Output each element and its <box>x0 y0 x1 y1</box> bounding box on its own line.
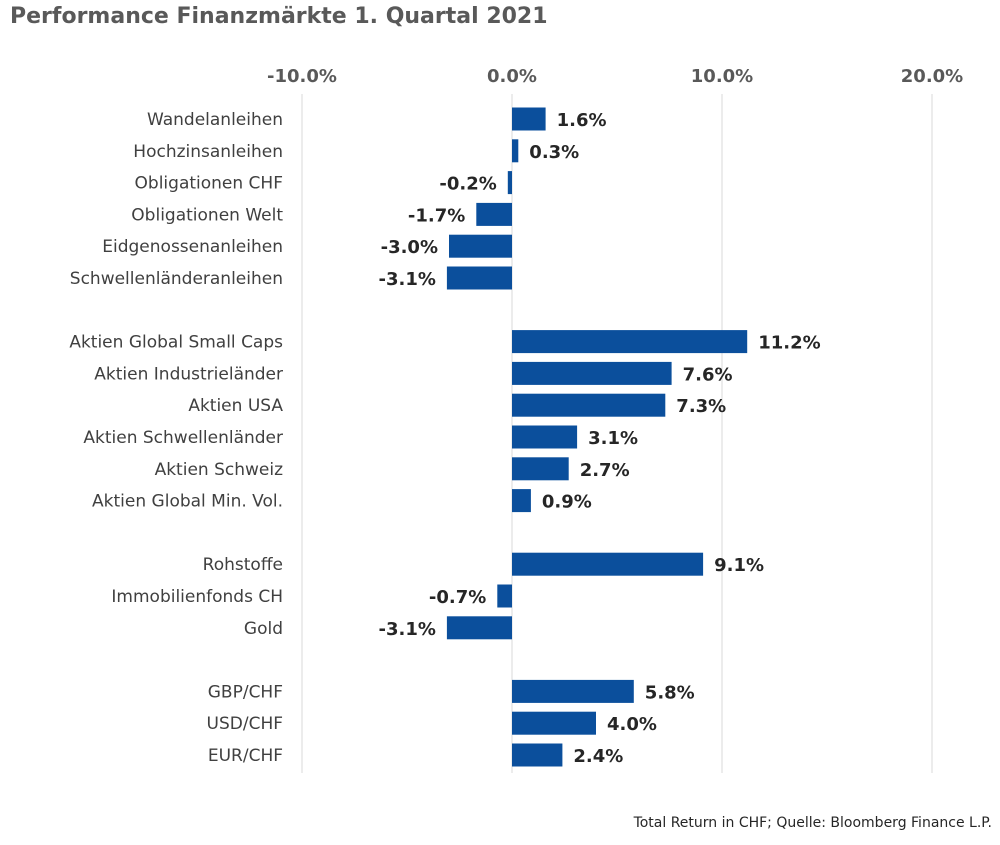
category-label: Aktien USA <box>188 396 283 416</box>
category-label: Schwellenländeranleihen <box>70 269 283 289</box>
bar <box>507 171 512 195</box>
data-label: 7.6% <box>683 364 733 385</box>
data-label: -3.0% <box>381 237 438 258</box>
bar <box>476 202 512 226</box>
data-label: 0.3% <box>529 142 579 163</box>
category-label: Obligationen Welt <box>131 205 283 225</box>
bar <box>497 584 512 608</box>
category-label: USD/CHF <box>207 714 283 734</box>
bar <box>446 266 512 290</box>
bar <box>512 361 672 385</box>
bar <box>512 457 569 481</box>
data-label: 9.1% <box>714 555 764 576</box>
data-label: 1.6% <box>557 110 607 131</box>
bar <box>512 679 634 703</box>
category-label: Obligationen CHF <box>135 174 283 194</box>
x-tick-label: 0.0% <box>487 66 537 87</box>
bar <box>512 425 578 449</box>
data-label: 0.9% <box>542 492 592 513</box>
category-label: Aktien Global Min. Vol. <box>92 492 283 512</box>
category-label: Aktien Global Small Caps <box>69 333 283 353</box>
data-label: 2.4% <box>573 746 623 767</box>
bar <box>512 330 748 354</box>
x-tick-label: -10.0% <box>267 66 337 87</box>
source-footnote: Total Return in CHF; Quelle: Bloomberg F… <box>633 815 992 831</box>
bar <box>512 489 531 513</box>
data-label: 3.1% <box>588 428 638 449</box>
data-label: 11.2% <box>758 333 820 354</box>
category-label: Gold <box>244 619 283 639</box>
x-tick-label: 10.0% <box>691 66 753 87</box>
category-label: Wandelanleihen <box>147 110 283 130</box>
data-label: 7.3% <box>676 396 726 417</box>
category-label: Rohstoffe <box>203 555 283 575</box>
category-label: GBP/CHF <box>208 682 283 702</box>
category-label: Hochzinsanleihen <box>133 142 283 162</box>
category-label: Aktien Schwellenländer <box>83 428 283 448</box>
chart-title: Performance Finanzmärkte 1. Quartal 2021 <box>10 4 548 29</box>
data-label: -3.1% <box>378 269 435 290</box>
data-label: -3.1% <box>378 619 435 640</box>
data-label: -1.7% <box>408 205 465 226</box>
bar <box>512 711 596 735</box>
category-label: Aktien Schweiz <box>155 460 283 480</box>
bar <box>512 552 704 576</box>
data-label: 5.8% <box>645 682 695 703</box>
bar <box>512 107 546 131</box>
data-label: -0.2% <box>439 174 496 195</box>
data-label: 4.0% <box>607 714 657 735</box>
bar <box>449 234 512 258</box>
bar <box>512 139 519 163</box>
category-label: Eidgenossenanleihen <box>102 237 283 257</box>
bar <box>512 393 666 417</box>
bar <box>512 743 563 767</box>
category-label: EUR/CHF <box>208 746 283 766</box>
category-label: Immobilienfonds CH <box>111 587 283 607</box>
category-label: Aktien Industrieländer <box>94 364 283 384</box>
x-tick-label: 20.0% <box>901 66 963 87</box>
data-label: 2.7% <box>580 460 630 481</box>
data-label: -0.7% <box>429 587 486 608</box>
bar <box>446 616 512 640</box>
